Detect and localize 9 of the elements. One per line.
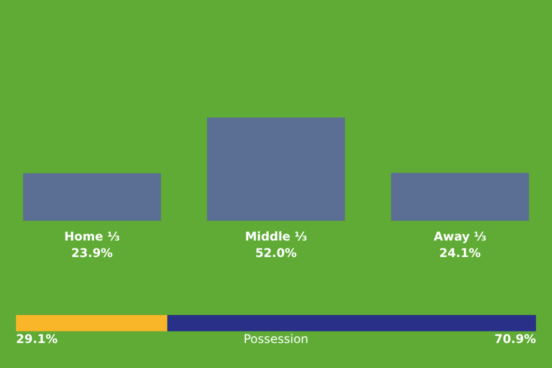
category-label: Away ⅓ bbox=[434, 229, 486, 244]
x-axis-title: Possession bbox=[244, 332, 308, 346]
data-label: 23.9% bbox=[71, 246, 113, 260]
data-label: 70.9% bbox=[494, 332, 536, 346]
data-label: 29.1% bbox=[16, 332, 58, 346]
category-label: Middle ⅓ bbox=[244, 229, 308, 244]
category-label: Home ⅓ bbox=[64, 229, 120, 244]
data-label: 24.1% bbox=[439, 246, 481, 260]
data-label: 52.0% bbox=[255, 246, 297, 260]
